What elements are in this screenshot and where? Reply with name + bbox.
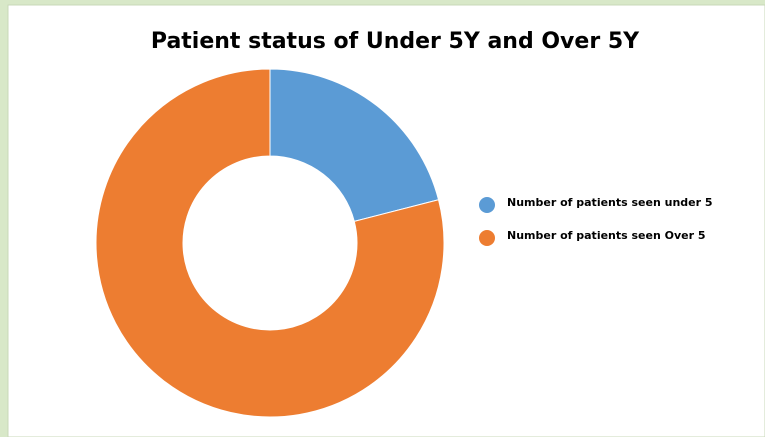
donut-slice [95, 68, 445, 418]
legend-label: Number of patients seen under 5 [507, 196, 713, 209]
chart-title: Patient status of Under 5Y and Over 5Y [151, 29, 640, 54]
legend-marker [479, 197, 495, 213]
legend-marker [479, 230, 495, 246]
legend-label: Number of patients seen Over 5 [507, 229, 706, 242]
donut-slice [269, 68, 440, 222]
